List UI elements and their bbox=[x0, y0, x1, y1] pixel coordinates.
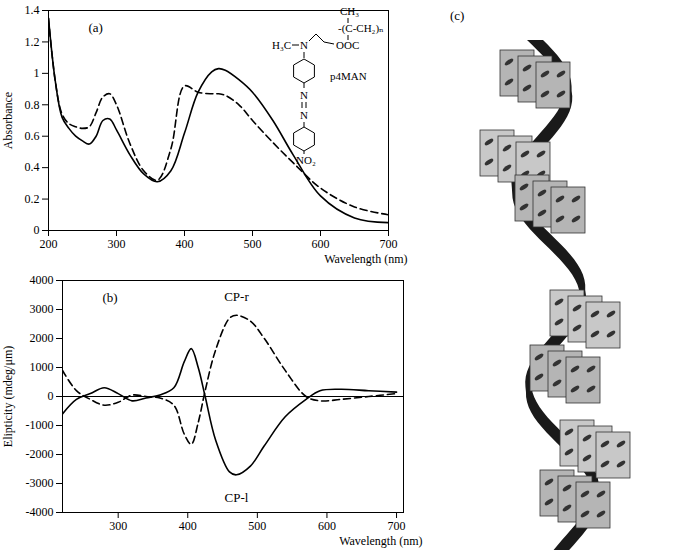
svg-text:p4MAN: p4MAN bbox=[330, 70, 367, 82]
svg-text:Elipticity (mdeg/μm): Elipticity (mdeg/μm) bbox=[1, 346, 15, 447]
svg-text:N: N bbox=[300, 39, 308, 51]
svg-text:OOC: OOC bbox=[336, 39, 359, 51]
svg-text:400: 400 bbox=[179, 519, 197, 533]
svg-text:CP-l: CP-l bbox=[225, 490, 249, 505]
svg-text:1.2: 1.2 bbox=[25, 35, 40, 49]
svg-text:(a): (a) bbox=[89, 20, 103, 35]
svg-text:700: 700 bbox=[388, 519, 406, 533]
svg-text:0.2: 0.2 bbox=[25, 192, 40, 206]
svg-text:500: 500 bbox=[244, 237, 262, 251]
svg-text:3000: 3000 bbox=[30, 302, 54, 316]
svg-text:0.8: 0.8 bbox=[25, 98, 40, 112]
svg-text:H₃C: H₃C bbox=[272, 39, 291, 51]
svg-text:N: N bbox=[300, 89, 308, 101]
svg-text:1000: 1000 bbox=[30, 360, 54, 374]
svg-text:(b): (b) bbox=[103, 290, 118, 305]
svg-text:1: 1 bbox=[34, 66, 40, 80]
svg-text:0: 0 bbox=[34, 223, 40, 237]
svg-text:-(C-CH₂)ₙ: -(C-CH₂)ₙ bbox=[338, 22, 384, 35]
svg-text:300: 300 bbox=[109, 519, 127, 533]
svg-text:Wavelength (nm): Wavelength (nm) bbox=[324, 252, 407, 266]
svg-text:600: 600 bbox=[312, 237, 330, 251]
svg-text:0.6: 0.6 bbox=[25, 129, 40, 143]
svg-text:400: 400 bbox=[176, 237, 194, 251]
svg-text:500: 500 bbox=[248, 519, 266, 533]
svg-text:N: N bbox=[300, 109, 308, 121]
svg-text:0.4: 0.4 bbox=[25, 160, 40, 174]
svg-text:-1000: -1000 bbox=[26, 418, 54, 432]
svg-text:4000: 4000 bbox=[30, 273, 54, 287]
svg-text:2000: 2000 bbox=[30, 331, 54, 345]
svg-text:700: 700 bbox=[380, 237, 398, 251]
svg-text:-4000: -4000 bbox=[26, 505, 54, 519]
svg-text:-3000: -3000 bbox=[26, 476, 54, 490]
svg-text:600: 600 bbox=[318, 519, 336, 533]
svg-text:200: 200 bbox=[40, 237, 58, 251]
svg-text:(c): (c) bbox=[450, 8, 464, 23]
svg-text:NO₂: NO₂ bbox=[296, 154, 316, 166]
svg-text:Wavelength (nm): Wavelength (nm) bbox=[339, 534, 422, 548]
svg-text:-2000: -2000 bbox=[26, 447, 54, 461]
svg-text:Absorbance: Absorbance bbox=[1, 92, 15, 149]
svg-text:300: 300 bbox=[108, 237, 126, 251]
svg-text:0: 0 bbox=[48, 389, 54, 403]
svg-text:CP-r: CP-r bbox=[224, 289, 249, 304]
svg-text:CH₃: CH₃ bbox=[340, 5, 359, 17]
svg-text:1.4: 1.4 bbox=[25, 3, 40, 17]
